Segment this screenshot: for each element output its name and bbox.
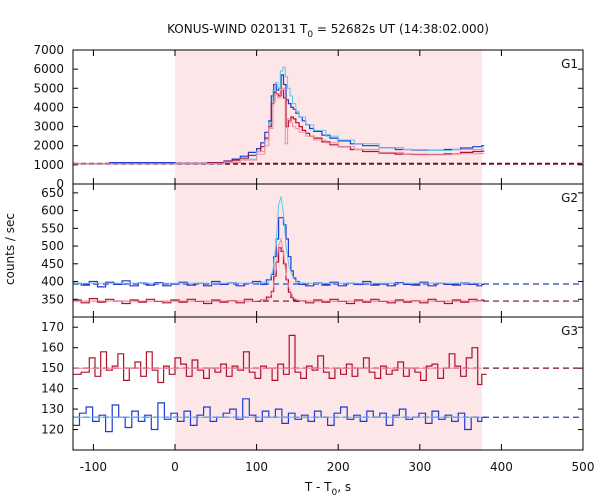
x-tick-label: 200 [327,460,350,474]
y-tick-label: 2000 [33,139,64,153]
y-tick-label: 130 [41,402,64,416]
y-tick-label: 5000 [33,81,64,95]
x-tick-label: 0 [171,460,179,474]
y-tick-label: 650 [41,186,64,200]
y-tick-label: 1000 [33,158,64,172]
x-tick-label: 500 [572,460,595,474]
y-tick-label: 3000 [33,120,64,134]
panel-g3: 120 130 140 150 160 170 G3 [41,316,584,451]
y-tick-label: 550 [41,221,64,235]
y-tick-label: 120 [41,423,64,437]
x-tick-label: 300 [408,460,431,474]
chart-title: KONUS-WIND 020131 T0 = 52682s UT (14:38:… [167,22,489,40]
y-tick-label: 170 [41,320,64,334]
x-axis-label-rest: , s [337,480,351,494]
y-tick-label: 500 [41,239,64,253]
panel-label: G1 [561,57,578,71]
y-tick-label: 140 [41,382,64,396]
x-tick-label: -100 [80,460,107,474]
y-tick-label: 7000 [33,43,64,57]
y-tick-label: 600 [41,204,64,218]
shaded-interval [175,317,482,450]
y-tick-label: 150 [41,361,64,375]
x-tick-label: 100 [245,460,268,474]
series-red-line [73,334,487,386]
panel-label: G3 [561,324,578,338]
series-blue-line [73,398,487,433]
x-tick-label: 400 [490,460,513,474]
x-tick-labels: -100 0 100 200 300 400 500 [80,460,595,474]
panel-g2: 350 400 450 500 550 600 650 G2 [41,183,584,318]
y-axis-label: counts / sec [3,213,17,285]
series-pink-line [73,87,485,165]
chart-title-subscript: 0 [307,30,313,40]
y-tick-label: 6000 [33,62,64,76]
y-tick-label: 400 [41,275,64,289]
panels: 01000200030004000500060007000G1350400450… [33,43,594,474]
chart-title-rest: = 52682s UT (14:38:02.000) [313,22,489,36]
panel-frame [72,316,584,451]
x-axis-label-subscript: 0 [332,488,338,498]
title-group: KONUS-WIND 020131 T0 = 52682s UT (14:38:… [167,22,489,40]
series-cyan-line [73,196,482,284]
panel-g1: 0 1000 2000 3000 4000 5000 6000 7000 G1 [33,43,584,191]
y-tick-label: 4000 [33,100,64,114]
shaded-interval [175,184,482,317]
y-tick-label: 450 [41,257,64,271]
y-tick-label: 0 [56,177,64,191]
series-pink-line [73,237,482,302]
y-tick-label: 350 [41,292,64,306]
x-axis-label: T - T0, s [304,480,351,498]
y-tick-label: 160 [41,341,64,355]
panel-label: G2 [561,191,578,205]
